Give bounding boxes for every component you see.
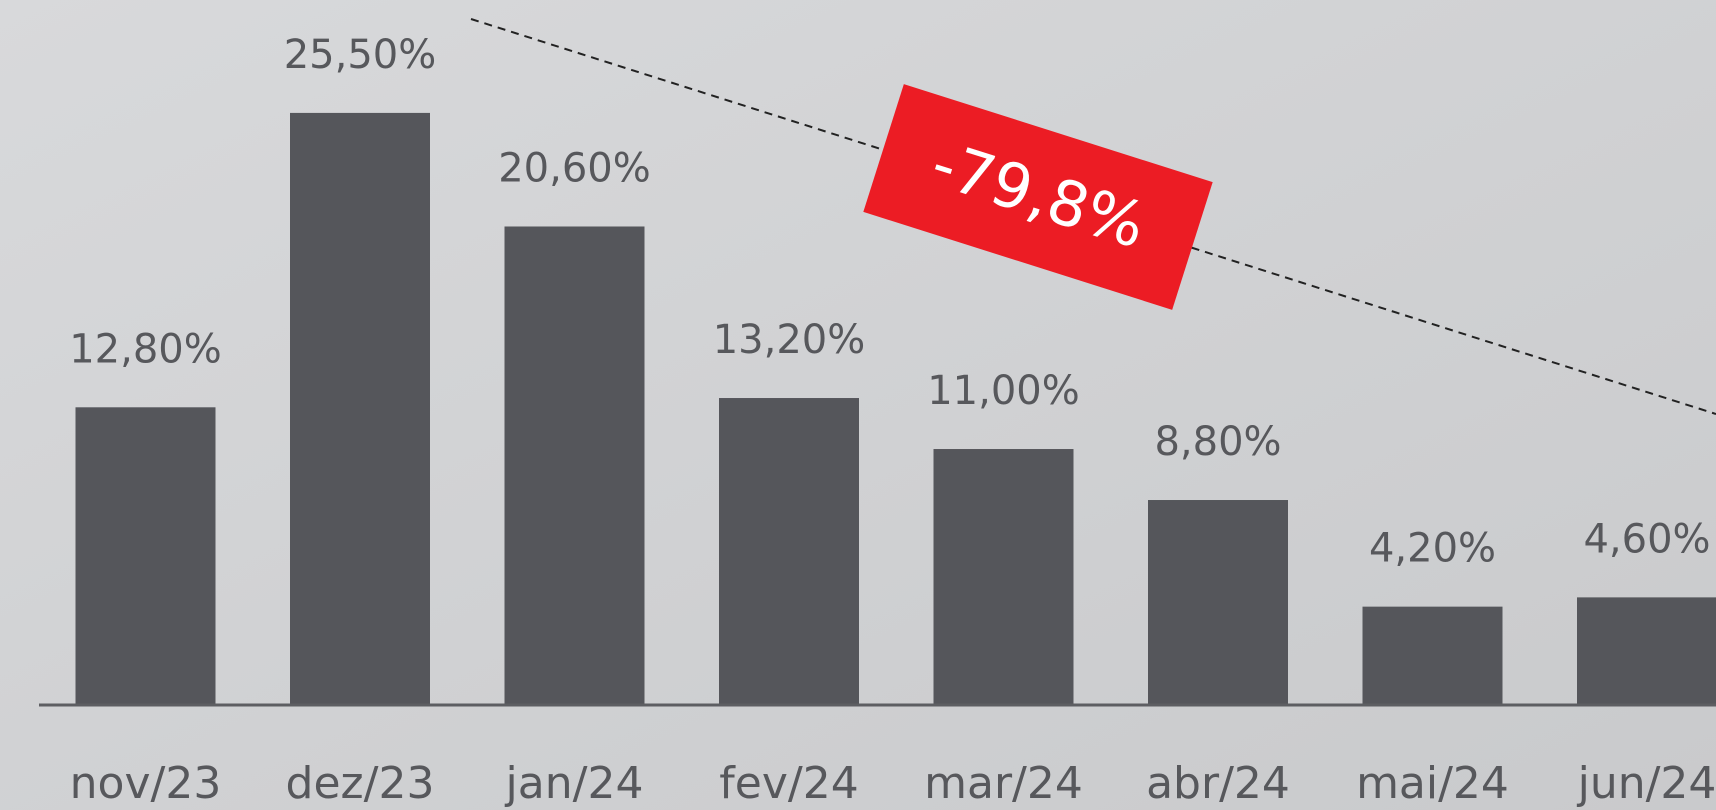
x-tick-label: abr/24 [1146, 758, 1290, 809]
bar [719, 398, 859, 704]
value-label: 8,80% [1154, 419, 1281, 465]
bar [76, 407, 216, 704]
bar [1577, 597, 1716, 704]
x-tick-label: jun/24 [1577, 758, 1716, 809]
value-label: 25,50% [284, 32, 437, 78]
value-label: 12,80% [69, 326, 222, 372]
x-tick-label: dez/23 [286, 758, 435, 809]
value-label: 11,00% [927, 368, 1080, 414]
bar [934, 449, 1074, 704]
bar [1363, 607, 1503, 704]
x-tick-label: nov/23 [70, 758, 222, 809]
x-tick-label: jan/24 [505, 758, 644, 809]
x-tick-label: mai/24 [1356, 758, 1509, 809]
x-tick-label: mar/24 [924, 758, 1083, 809]
value-label: 4,20% [1369, 526, 1496, 572]
value-label: 13,20% [713, 317, 866, 363]
bar [290, 113, 430, 704]
page: 12,80% nov/23 25,50% dez/23 20,60% jan/24 13,2… [0, 0, 1716, 810]
chart: 12,80% nov/23 25,50% dez/23 20,60% jan/24 13,2… [0, 0, 1716, 810]
value-label: 20,60% [498, 145, 651, 191]
bar [505, 226, 645, 704]
bar [1148, 500, 1288, 704]
value-label: 4,60% [1583, 516, 1710, 562]
x-tick-label: fev/24 [719, 758, 858, 809]
